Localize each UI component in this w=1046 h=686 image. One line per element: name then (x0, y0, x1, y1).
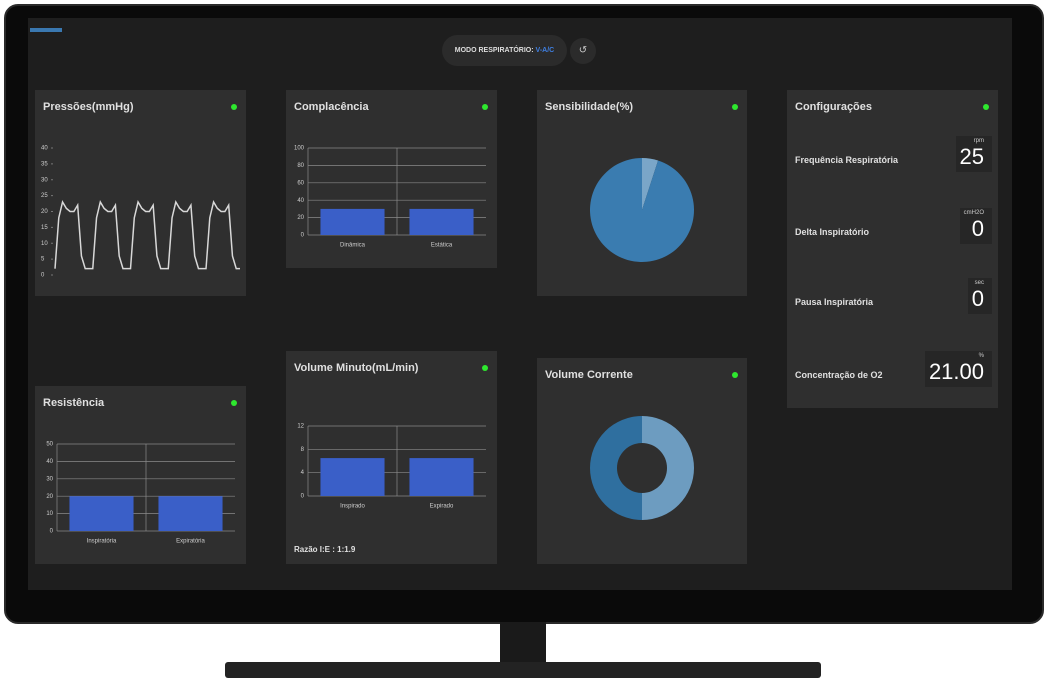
y-tick-label: 30 (46, 476, 53, 482)
bar (69, 496, 134, 531)
setting-value: 21.00 (928, 359, 984, 384)
y-tick-label: 40 (297, 198, 304, 204)
chart (590, 416, 694, 520)
chart: 0 10 20 30 40 50 Inspiratória Expiratória (46, 442, 235, 545)
panel-title: Volume Minuto(mL/min) (294, 362, 419, 374)
setting-label: Frequência Respiratória (795, 155, 899, 165)
menu-bar[interactable] (30, 28, 62, 32)
panel: Pressões(mmHg) 0 5 10 15 20 25 30 35 40 (35, 90, 246, 296)
slice (590, 416, 642, 520)
setting-unit: sec (974, 280, 984, 286)
pressure-line (54, 200, 240, 270)
y-tick-label: 25 (41, 193, 48, 199)
mode-label: MODO RESPIRATÓRIO: (454, 47, 534, 54)
x-tick-label: Expiratória (176, 539, 205, 545)
y-tick-label: 0 (41, 273, 45, 279)
bar (320, 458, 385, 496)
y-tick-label: 5 (41, 257, 45, 263)
slice (642, 416, 694, 520)
y-tick-label: 12 (297, 424, 304, 430)
x-tick-label: Inspirado (340, 504, 365, 510)
y-tick-label: 10 (46, 511, 53, 517)
panel: Resistência 0 10 20 30 40 50 Inspiratória Expira… (35, 386, 246, 564)
x-tick-label: Inspiratória (87, 539, 117, 545)
panel: Volume Minuto(mL/min) 0 4 8 12 Inspirado Expir… (286, 351, 497, 564)
y-tick-label: 8 (301, 447, 305, 453)
y-tick-label: 40 (46, 459, 53, 465)
panel: Sensibilidade(%) (537, 90, 747, 296)
panel-title: Pressões(mmHg) (43, 101, 134, 113)
status-dot (231, 400, 237, 406)
panel: Complacência 0 20 40 60 80 100 Dinâmica Estática (286, 90, 497, 268)
screen: MODO RESPIRATÓRIO: V-A/C ↺ Pressões(mmHg… (28, 18, 1012, 590)
bar (409, 208, 474, 235)
y-tick-label: 20 (46, 494, 53, 500)
y-tick-label: 40 (41, 146, 48, 152)
mode-pill[interactable]: MODO RESPIRATÓRIO: V-A/C (442, 35, 567, 66)
setting-unit: cmH2O (963, 210, 984, 216)
setting-value: 25 (959, 144, 984, 169)
y-tick-label: 4 (301, 470, 305, 476)
panel-title: Resistência (43, 397, 105, 409)
status-dot (231, 104, 237, 110)
y-tick-label: 50 (46, 442, 53, 448)
settings-panel: Configurações Frequência Respiratória rpm 2… (787, 90, 998, 408)
status-dot (482, 104, 488, 110)
x-tick-label: Dinâmica (340, 243, 366, 249)
panel-title: Configurações (795, 101, 873, 113)
setting-value-box: cmH2O 0 (959, 208, 992, 244)
panel-title: Complacência (294, 101, 369, 113)
y-tick-label: 20 (297, 215, 304, 221)
reset-button[interactable]: ↺ (570, 38, 596, 64)
y-tick-label: 0 (301, 233, 305, 239)
bar (320, 208, 385, 235)
status-dot (732, 372, 738, 378)
y-tick-label: 15 (41, 225, 48, 231)
panel-title: Sensibilidade(%) (545, 101, 634, 113)
panel-title: Volume Corrente (545, 369, 633, 381)
slice (590, 158, 694, 262)
tv-base (225, 662, 821, 678)
y-tick-label: 0 (301, 494, 305, 500)
y-tick-label: 35 (41, 161, 48, 167)
x-tick-label: Expirado (430, 504, 454, 510)
chart: 0 5 10 15 20 25 30 35 40 (41, 146, 240, 279)
y-tick-label: 30 (41, 177, 48, 183)
setting-label: Pausa Inspiratória (795, 297, 874, 307)
y-tick-label: 80 (297, 163, 304, 169)
footer: Razão I:E : 1:1.9 (294, 545, 356, 554)
setting-label: Concentração de O2 (795, 370, 883, 380)
chart: 0 4 8 12 Inspirado Expirado (297, 424, 486, 510)
y-tick-label: 0 (50, 529, 54, 535)
setting-label: Delta Inspiratório (795, 227, 870, 237)
setting-value: 0 (971, 216, 984, 241)
panel: Volume Corrente (537, 358, 747, 564)
slice (642, 158, 659, 210)
y-tick-label: 20 (41, 209, 48, 215)
status-dot (983, 104, 989, 110)
chart: 0 20 40 60 80 100 Dinâmica Estática (294, 146, 486, 249)
setting-unit: % (978, 353, 984, 359)
y-tick-label: 60 (297, 180, 304, 186)
chart (590, 158, 694, 262)
setting-value-box: % 21.00 (924, 351, 992, 387)
status-dot (732, 104, 738, 110)
setting-value-box: sec 0 (967, 278, 992, 314)
y-tick-label: 100 (294, 146, 305, 152)
bar (158, 496, 223, 531)
mode-value: V-A/C (535, 47, 555, 54)
tv-neck (500, 622, 546, 664)
status-dot (482, 365, 488, 371)
x-tick-label: Estática (431, 243, 453, 249)
setting-value: 0 (971, 286, 984, 311)
y-tick-label: 10 (41, 241, 48, 247)
setting-value-box: rpm 25 (955, 136, 992, 172)
setting-unit: rpm (973, 138, 984, 144)
bar (409, 458, 474, 496)
